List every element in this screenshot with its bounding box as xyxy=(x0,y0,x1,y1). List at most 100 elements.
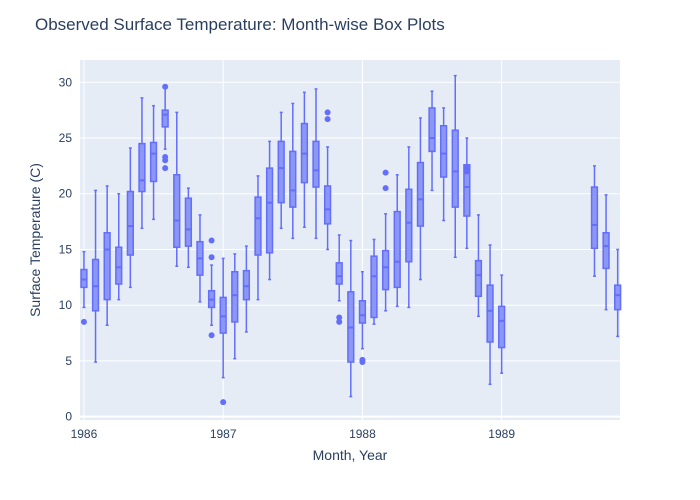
box-iqr xyxy=(149,141,158,183)
box-iqr xyxy=(439,125,448,178)
box-iqr xyxy=(219,296,227,334)
outlier-point xyxy=(382,169,389,176)
box-1986-10[interactable] xyxy=(184,187,193,269)
box-iqr xyxy=(138,142,146,193)
box-1988-09[interactable] xyxy=(451,74,459,259)
x-tick-label: 1986 xyxy=(71,427,98,441)
box-iqr xyxy=(497,305,506,349)
y-axis-ticks: 0 5 10 15 20 25 30 xyxy=(59,75,73,423)
outlier-point xyxy=(336,318,343,325)
box-iqr xyxy=(614,284,622,311)
y-tick-label: 25 xyxy=(59,131,73,145)
outlier-point xyxy=(324,116,331,123)
outlier-point xyxy=(208,254,215,261)
box-iqr xyxy=(161,109,169,128)
box-1987-05[interactable] xyxy=(265,140,274,281)
box-iqr xyxy=(451,129,459,208)
outlier-point xyxy=(208,237,215,244)
box-iqr xyxy=(416,161,425,227)
box-1987-07[interactable] xyxy=(289,102,297,240)
box-1987-04[interactable] xyxy=(254,175,262,301)
box-1987-10[interactable] xyxy=(323,109,332,251)
outlier-point xyxy=(162,83,169,90)
box-iqr xyxy=(312,140,320,188)
box-1987-09[interactable] xyxy=(312,88,320,240)
box-1987-02[interactable] xyxy=(231,253,239,360)
box-iqr xyxy=(463,164,471,217)
box-iqr xyxy=(590,186,599,250)
box-1986-01[interactable] xyxy=(80,250,88,325)
box-1987-01[interactable] xyxy=(219,257,227,406)
box-1989-10[interactable] xyxy=(602,194,610,311)
chart-title: Observed Surface Temperature: Month-wise… xyxy=(35,15,445,34)
box-1988-08[interactable] xyxy=(439,107,448,222)
y-tick-label: 10 xyxy=(59,298,73,312)
x-tick-label: 1988 xyxy=(349,427,376,441)
box-1987-11[interactable] xyxy=(335,234,343,325)
box-iqr xyxy=(289,150,297,208)
outlier-point xyxy=(220,399,227,406)
box-1988-12[interactable] xyxy=(486,244,494,386)
box-iqr xyxy=(277,140,285,204)
y-tick-label: 20 xyxy=(59,187,73,201)
outlier-point xyxy=(382,185,389,192)
box-1988-05[interactable] xyxy=(405,146,413,309)
y-axis-label: Surface Temperature (C) xyxy=(27,163,43,317)
outlier-point xyxy=(324,109,331,116)
box-1986-09[interactable] xyxy=(173,111,181,267)
outlier-point xyxy=(359,359,366,366)
box-iqr xyxy=(381,249,390,291)
y-tick-label: 0 xyxy=(65,410,72,424)
x-tick-label: 1989 xyxy=(488,427,515,441)
box-1986-02[interactable] xyxy=(91,189,100,363)
box-iqr xyxy=(231,271,239,323)
box-1988-02[interactable] xyxy=(370,238,378,325)
box-1986-07[interactable] xyxy=(149,104,158,221)
box-1987-03[interactable] xyxy=(242,245,251,333)
y-tick-label: 30 xyxy=(59,75,73,89)
outlier-point xyxy=(336,314,343,321)
box-iqr xyxy=(393,210,401,289)
box-1987-06[interactable] xyxy=(277,111,285,230)
outlier-point xyxy=(208,332,215,339)
box-1987-08[interactable] xyxy=(300,91,309,228)
box-1986-05[interactable] xyxy=(126,147,135,289)
x-axis-ticks: 1986 1987 1988 1989 xyxy=(71,427,516,441)
box-1988-04[interactable] xyxy=(393,174,401,308)
box-1986-03[interactable] xyxy=(103,185,111,327)
box-iqr xyxy=(486,284,494,343)
box-1988-06[interactable] xyxy=(416,117,425,281)
box-1986-08[interactable] xyxy=(161,83,169,172)
box-iqr xyxy=(335,262,343,285)
box-iqr xyxy=(80,268,88,289)
box-1989-01[interactable] xyxy=(497,274,506,374)
box-1986-11[interactable] xyxy=(196,214,204,303)
box-iqr xyxy=(103,232,111,301)
box-iqr xyxy=(265,167,274,254)
box-iqr xyxy=(370,255,378,319)
box-iqr xyxy=(173,174,181,248)
box-1988-11[interactable] xyxy=(474,214,483,318)
box-1988-01[interactable] xyxy=(358,271,367,366)
x-tick-label: 1987 xyxy=(210,427,237,441)
y-tick-label: 15 xyxy=(59,242,73,256)
box-1988-10[interactable] xyxy=(463,137,471,250)
box-iqr xyxy=(126,190,135,256)
box-series xyxy=(80,74,622,406)
box-1986-12[interactable] xyxy=(207,237,216,339)
box-iqr xyxy=(428,107,436,153)
box-1988-03[interactable] xyxy=(381,169,390,312)
box-iqr xyxy=(91,258,100,312)
box-1988-07[interactable] xyxy=(428,90,436,192)
box-1986-04[interactable] xyxy=(115,192,123,301)
outlier-point xyxy=(463,168,470,175)
x-axis-label: Month, Year xyxy=(313,447,388,463)
box-iqr xyxy=(242,269,251,301)
box-1989-11[interactable] xyxy=(614,248,622,338)
box-iqr xyxy=(115,246,123,285)
box-iqr xyxy=(405,188,413,263)
box-1986-06[interactable] xyxy=(138,97,146,230)
box-1987-12[interactable] xyxy=(347,239,355,398)
box-1989-09[interactable] xyxy=(590,165,599,277)
